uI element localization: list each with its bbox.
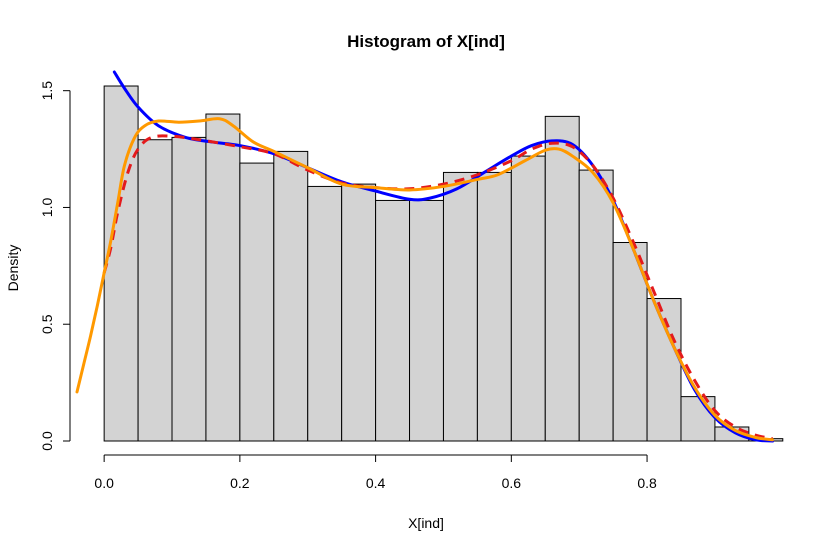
y-tick-label: 0.0 xyxy=(39,431,55,451)
y-tick-label: 1.0 xyxy=(39,198,55,218)
x-tick-label: 0.4 xyxy=(366,475,386,491)
histogram-bar xyxy=(612,241,648,442)
x-axis: 0.0 0.2 0.4 0.6 0.8 xyxy=(94,454,657,491)
histogram-bars xyxy=(103,85,784,442)
histogram-bar xyxy=(239,162,275,442)
histogram-bar xyxy=(171,136,207,442)
histogram-bar xyxy=(137,139,173,442)
histogram-bar xyxy=(680,396,716,442)
density-curve-3 xyxy=(75,117,775,442)
histogram-bar xyxy=(375,199,411,442)
histogram-bar xyxy=(307,185,343,442)
x-tick-label: 0.0 xyxy=(94,475,114,491)
chart-title: Histogram of X[ind] xyxy=(347,32,505,51)
histogram-bar xyxy=(510,155,546,442)
histogram-bar xyxy=(442,171,478,442)
x-axis-label: X[ind] xyxy=(408,515,444,531)
x-tick-label: 0.6 xyxy=(502,475,522,491)
x-tick-label: 0.8 xyxy=(637,475,657,491)
y-tick-label: 1.5 xyxy=(39,81,55,101)
histogram-bar xyxy=(476,171,512,442)
histogram-bar xyxy=(544,115,580,442)
histogram-bar xyxy=(409,199,444,442)
y-tick-label: 0.5 xyxy=(39,314,55,334)
y-axis: 0.0 0.5 1.0 1.5 xyxy=(39,81,71,451)
histogram-bar xyxy=(341,183,377,442)
histogram-bar xyxy=(205,113,241,442)
density-curves xyxy=(75,70,775,443)
density-curve-2 xyxy=(102,134,773,441)
y-axis-label: Density xyxy=(5,245,21,292)
x-tick-label: 0.2 xyxy=(230,475,250,491)
histogram-bar xyxy=(273,150,309,442)
histogram-bar xyxy=(578,169,614,442)
